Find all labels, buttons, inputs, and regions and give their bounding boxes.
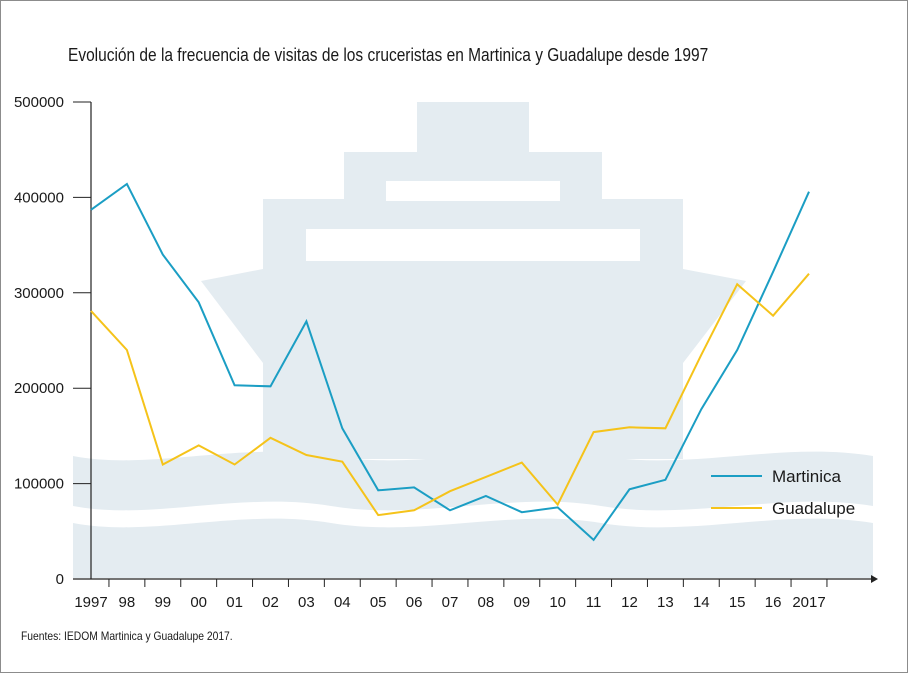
ship-windows bbox=[306, 181, 640, 261]
x-tick-label: 13 bbox=[657, 594, 674, 611]
x-tick-label: 2017 bbox=[792, 594, 825, 611]
x-axis-arrow-icon bbox=[871, 575, 878, 583]
x-tick-label: 00 bbox=[190, 594, 207, 611]
y-tick-label: 200000 bbox=[14, 380, 64, 397]
x-tick-label: 14 bbox=[693, 594, 710, 611]
axes bbox=[73, 102, 878, 583]
legend-label-guadalupe: Guadalupe bbox=[772, 499, 855, 518]
x-tick-label: 03 bbox=[298, 594, 315, 611]
ship-icon bbox=[201, 102, 746, 459]
x-tick-label: 1997 bbox=[74, 594, 107, 611]
x-tick-label: 15 bbox=[729, 594, 746, 611]
legend: Martinica Guadalupe bbox=[711, 467, 855, 518]
x-tick-label: 04 bbox=[334, 594, 351, 611]
y-tick-label: 100000 bbox=[14, 476, 64, 493]
x-ticks: 1997 98 99 00 01 02 03 04 05 06 07 08 09 10 11 12 13 14 15… bbox=[74, 579, 828, 611]
x-tick-label: 99 bbox=[154, 594, 171, 611]
y-tick-label: 300000 bbox=[14, 285, 64, 302]
series-line-guadalupe bbox=[90, 273, 810, 517]
x-tick-label: 06 bbox=[406, 594, 423, 611]
cruise-ship-illustration bbox=[73, 102, 873, 578]
x-tick-label: 10 bbox=[549, 594, 566, 611]
y-tick-label: 500000 bbox=[14, 94, 64, 111]
x-tick-label: 98 bbox=[119, 594, 136, 611]
source-note: Fuentes: IEDOM Martinica y Guadalupe 201… bbox=[21, 629, 233, 643]
x-tick-label: 08 bbox=[478, 594, 495, 611]
waves-illustration bbox=[73, 451, 873, 578]
y-ticks: 0 100000 200000 300000 400000 500000 bbox=[14, 94, 91, 588]
x-tick-label: 12 bbox=[621, 594, 638, 611]
series-layer bbox=[90, 182, 810, 542]
y-tick-label: 0 bbox=[56, 571, 64, 588]
x-tick-label: 07 bbox=[442, 594, 459, 611]
x-tick-label: 01 bbox=[226, 594, 243, 611]
x-tick-label: 05 bbox=[370, 594, 387, 611]
legend-label-martinica: Martinica bbox=[772, 467, 842, 486]
chart-title: Evolución de la frecuencia de visitas de… bbox=[68, 45, 709, 65]
series-line-martinica bbox=[90, 182, 810, 542]
x-tick-label: 09 bbox=[513, 594, 530, 611]
x-tick-label: 02 bbox=[262, 594, 279, 611]
x-tick-label: 11 bbox=[586, 594, 602, 611]
x-tick-label: 16 bbox=[765, 594, 782, 611]
y-tick-label: 400000 bbox=[14, 189, 64, 206]
